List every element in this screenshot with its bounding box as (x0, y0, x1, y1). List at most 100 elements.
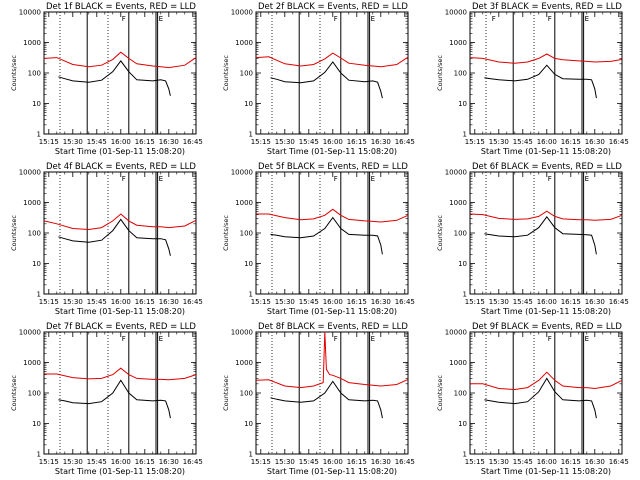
events-series-line (484, 377, 597, 419)
events-series-line (58, 379, 171, 419)
x-tick-label: 15:45 (299, 138, 319, 146)
x-tick-label: 15:45 (513, 298, 533, 306)
x-axis-label: Start Time (01-Sep-11 15:08:20) (481, 147, 611, 156)
x-tick-label: 16:30 (371, 298, 391, 306)
y-tick-label: 100 (28, 230, 41, 238)
y-tick-label: 1 (249, 451, 253, 459)
time-marker-label: F (548, 335, 552, 343)
time-marker-label: F (122, 15, 126, 23)
events-series-line (484, 215, 597, 255)
time-marker-label: F (334, 175, 338, 183)
x-tick-label: 16:45 (609, 138, 629, 146)
x-tick-label: 15:15 (465, 298, 485, 306)
x-tick-label: 16:15 (135, 298, 155, 306)
y-tick-label: 10 (458, 100, 467, 108)
panel-title: Det 8f BLACK = Events, RED = LLD (258, 322, 408, 332)
x-tick-label: 16:30 (585, 138, 605, 146)
y-tick-label: 10000 (445, 169, 467, 177)
events-series-line (270, 61, 383, 99)
plot-frame (43, 11, 197, 135)
x-tick-label: 15:15 (39, 298, 59, 306)
time-marker-label: F (334, 15, 338, 23)
y-tick-label: 1000 (449, 199, 467, 207)
y-tick-label: 10000 (19, 329, 41, 337)
x-tick-label: 16:00 (323, 138, 343, 146)
time-marker-label: E (159, 15, 163, 23)
y-tick-label: 10 (244, 420, 253, 428)
x-tick-label: 16:30 (159, 138, 179, 146)
x-tick-label: 16:45 (183, 298, 203, 306)
detector-panel: Det 8f BLACK = Events, RED = LLD 1 10 100 10… (222, 322, 415, 476)
x-tick-label: 15:30 (275, 458, 295, 466)
y-axis-label: Counts/sec (436, 215, 444, 251)
panel-title: Det 2f BLACK = Events, RED = LLD (258, 2, 408, 12)
x-tick-label: 16:30 (159, 298, 179, 306)
y-axis-label: Counts/sec (10, 375, 18, 411)
x-tick-label: 15:15 (39, 138, 59, 146)
x-tick-label: 16:15 (347, 138, 367, 146)
y-axis-label: Counts/sec (436, 55, 444, 91)
x-tick-label: 15:30 (275, 138, 295, 146)
y-tick-label: 10000 (231, 169, 253, 177)
events-series-line (58, 60, 171, 96)
y-axis-label: Counts/sec (436, 375, 444, 411)
time-marker-label: F (122, 335, 126, 343)
y-tick-label: 1000 (449, 359, 467, 367)
time-marker-label: E (585, 335, 589, 343)
y-tick-label: 1 (249, 291, 253, 299)
y-tick-label: 1 (463, 131, 467, 139)
x-tick-label: 15:30 (63, 138, 83, 146)
x-tick-label: 15:45 (513, 138, 533, 146)
detector-panel: Det 4f BLACK = Events, RED = LLD 1 10 100 10… (10, 162, 203, 316)
y-tick-label: 10 (244, 100, 253, 108)
detector-panel: Det 2f BLACK = Events, RED = LLD 1 10 100 10… (222, 2, 415, 156)
time-marker-label: F (122, 175, 126, 183)
x-tick-label: 16:15 (347, 458, 367, 466)
x-tick-label: 15:30 (489, 138, 509, 146)
y-tick-label: 1000 (235, 199, 253, 207)
time-marker-label: E (371, 15, 375, 23)
y-tick-label: 1 (463, 291, 467, 299)
y-tick-label: 100 (240, 70, 253, 78)
lld-series-line (44, 367, 197, 381)
events-series-line (270, 216, 383, 255)
time-marker-label: F (548, 15, 552, 23)
plot-frame (469, 331, 623, 455)
x-axis-label: Start Time (01-Sep-11 15:08:20) (55, 307, 185, 316)
panel-title: Det 1f BLACK = Events, RED = LLD (46, 2, 196, 12)
y-axis-label: Counts/sec (10, 55, 18, 91)
y-tick-label: 10 (32, 260, 41, 268)
y-tick-label: 1000 (23, 199, 41, 207)
detector-panel: Det 5f BLACK = Events, RED = LLD 1 10 100 10… (222, 162, 415, 316)
y-tick-label: 1000 (23, 39, 41, 47)
y-tick-label: 1 (37, 451, 41, 459)
lld-series-line (43, 213, 197, 231)
y-tick-label: 10 (32, 100, 41, 108)
lld-series-line (43, 51, 197, 69)
detector-panel: Det 7f BLACK = Events, RED = LLD 1 10 100 10… (10, 322, 203, 476)
y-tick-label: 100 (454, 390, 467, 398)
lld-series-line (256, 208, 409, 223)
y-axis-label: Counts/sec (10, 215, 18, 251)
x-tick-label: 15:30 (63, 458, 83, 466)
y-tick-label: 1000 (235, 39, 253, 47)
detector-panel: Det 9f BLACK = Events, RED = LLD 1 10 100 10… (436, 322, 629, 476)
x-tick-label: 15:15 (251, 298, 271, 306)
y-tick-label: 100 (28, 70, 41, 78)
y-tick-label: 1 (37, 131, 41, 139)
x-tick-label: 16:45 (395, 458, 415, 466)
x-tick-label: 15:15 (251, 138, 271, 146)
x-axis-label: Start Time (01-Sep-11 15:08:20) (55, 147, 185, 156)
plot-frame (43, 171, 197, 295)
x-tick-label: 16:45 (609, 458, 629, 466)
panel-title: Det 5f BLACK = Events, RED = LLD (258, 162, 408, 172)
x-tick-label: 15:30 (275, 298, 295, 306)
x-tick-label: 16:00 (323, 298, 343, 306)
x-tick-label: 15:30 (63, 298, 83, 306)
x-tick-label: 16:45 (395, 138, 415, 146)
plot-frame (469, 171, 623, 295)
x-tick-label: 16:15 (561, 138, 581, 146)
time-marker-label: E (585, 175, 589, 183)
x-tick-label: 16:15 (347, 298, 367, 306)
